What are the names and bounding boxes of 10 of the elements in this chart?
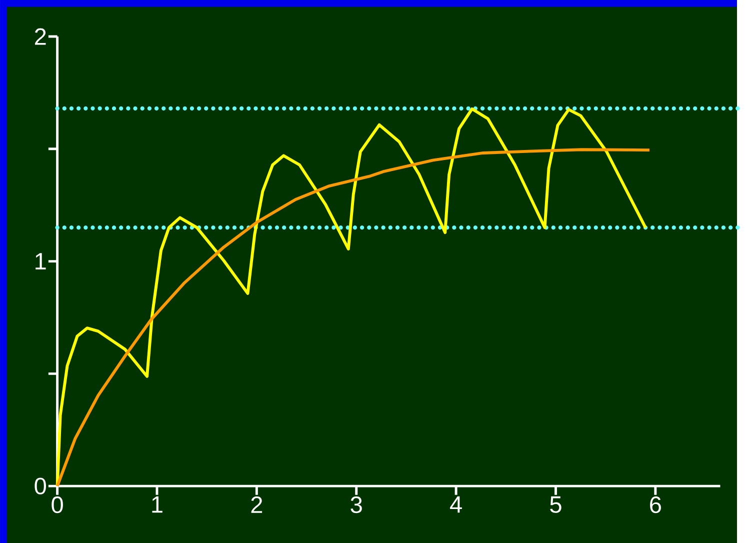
x-tick-label: 4 [450,496,462,513]
y-tick-label: 0 [34,478,46,494]
x-tick-label: 3 [350,496,362,513]
x-tick-label: 6 [650,496,661,513]
y-tick-label: 2 [34,28,46,45]
y-tick-label: 1 [36,253,46,270]
x-tick-label: 1 [152,496,162,513]
x-tick-label: 0 [52,496,63,513]
x-tick-label: 2 [251,496,262,513]
x-tick-label: 5 [550,496,562,513]
